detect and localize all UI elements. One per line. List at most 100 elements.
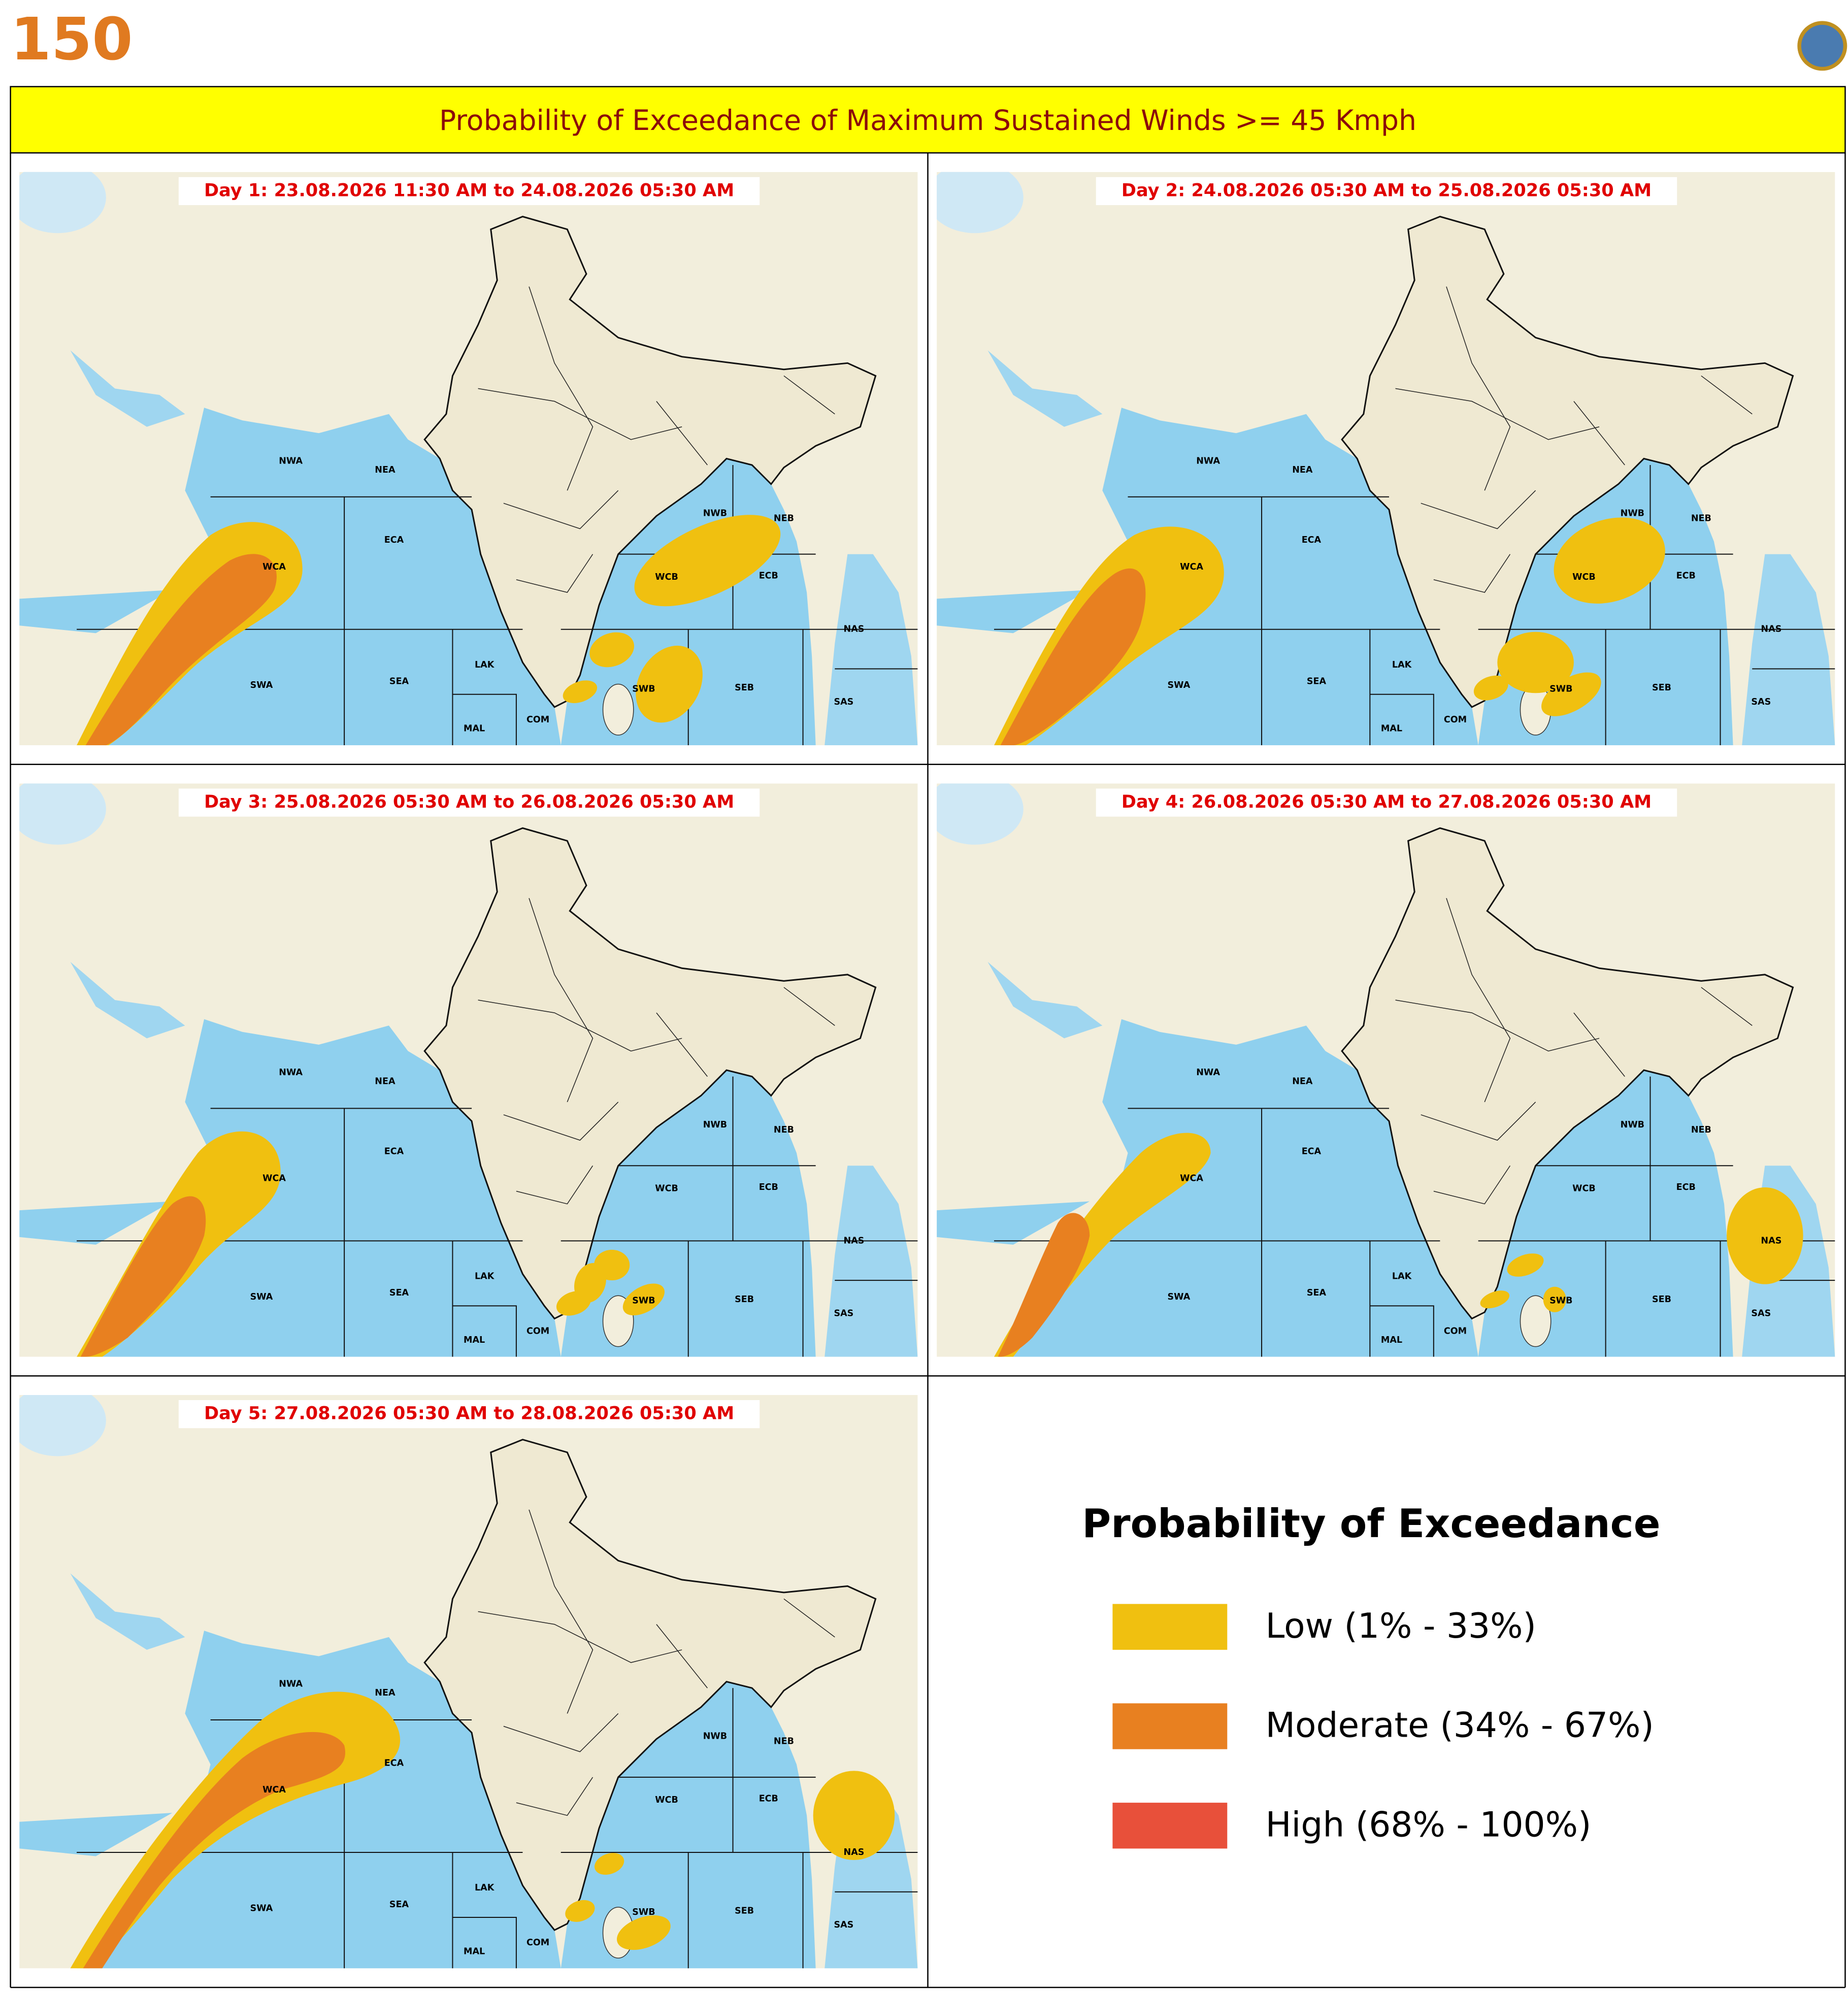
region-label: MAL: [1381, 723, 1402, 734]
region-label: MAL: [1381, 1335, 1402, 1345]
region-label: WCB: [1572, 572, 1596, 582]
region-label: NEA: [1292, 1077, 1313, 1087]
legend-label: High (68% - 100%): [1266, 1804, 1592, 1844]
region-label: NWB: [1621, 508, 1644, 518]
region-label: NEB: [774, 1737, 794, 1747]
probability-area: [998, 1213, 1090, 1357]
region-label: NAS: [844, 1236, 865, 1246]
region-label: SWB: [632, 1907, 655, 1917]
legend-swatch: [1112, 1703, 1228, 1749]
panel-title-bg: [178, 788, 760, 817]
probability-area: [595, 1853, 624, 1875]
region-label: SEB: [1652, 1294, 1671, 1305]
region-label: SEA: [1307, 677, 1327, 687]
probability-area: [565, 1900, 595, 1922]
region-label: SAS: [1751, 697, 1771, 707]
region-label: SEB: [735, 1294, 754, 1305]
region-label: ECB: [759, 1182, 778, 1192]
region-label: SAS: [834, 697, 853, 707]
panel-title: Day 2: 24.08.2026 05:30 AM to 25.08.2026…: [1121, 180, 1652, 201]
region-label: ECB: [759, 1794, 778, 1804]
region-label: LAK: [475, 660, 495, 670]
region-label: NEB: [774, 513, 794, 523]
region-label: MAL: [464, 1947, 485, 1957]
region-label: SWB: [1549, 1296, 1572, 1306]
map-panel: NWA NEA ECA WCA SWA SEA LAK MAL COM NWB NEB WCB ECB S…: [937, 783, 1835, 1357]
probability-area: [1480, 1290, 1510, 1309]
logo: 150: [11, 6, 133, 74]
region-label: ECB: [1676, 1182, 1696, 1192]
region-label: SWB: [632, 1296, 655, 1306]
region-label: NWB: [703, 1732, 727, 1742]
page-title: Probability of Exceedance of Maximum Sus…: [439, 105, 1416, 137]
panel-title-bg: [1096, 177, 1677, 206]
region-label: SEB: [735, 1906, 754, 1916]
region-label: COM: [526, 1938, 549, 1948]
region-label: ECA: [1302, 1147, 1322, 1157]
region-label: ECA: [1302, 535, 1322, 545]
probability-area: [1727, 1187, 1803, 1284]
region-label: SEB: [735, 683, 754, 693]
probability-area: [1000, 568, 1146, 746]
probability-area: [813, 1771, 895, 1861]
grid-frame: [10, 153, 1846, 1988]
region-label: NWA: [1196, 456, 1220, 466]
region-label: SAS: [1751, 1308, 1771, 1318]
region-label: WCB: [1572, 1183, 1596, 1193]
probability-area: [1497, 632, 1574, 693]
region-label: MAL: [464, 723, 485, 734]
region-label: SWA: [1168, 680, 1191, 690]
probability-area: [563, 680, 598, 704]
panel-title: Day 5: 27.08.2026 05:30 AM to 28.08.2026…: [204, 1403, 734, 1424]
region-label: NEA: [375, 1688, 395, 1698]
region-label: SAS: [834, 1920, 853, 1930]
probability-area: [1541, 672, 1601, 716]
region-label: LAK: [1392, 1272, 1412, 1282]
region-label: WCB: [655, 572, 678, 582]
probability-area: [1507, 1253, 1544, 1277]
panels: NWA NEA ECA WCA SWA SEA LAK MAL COM NWB NEB WCB ECB S…: [19, 172, 1835, 1969]
region-label: ECB: [759, 571, 778, 581]
panel-title-bg: [1096, 788, 1677, 817]
region-label: NEB: [1691, 513, 1711, 523]
region-label: WCB: [655, 1795, 678, 1805]
map: NWA NEA ECA WCA SWA SEA LAK MAL COM NWB NEB WCB ECB S…: [19, 172, 918, 746]
probability-area: [622, 1283, 665, 1316]
region-label: WCA: [262, 562, 286, 572]
map: NWA NEA ECA WCA SWA SEA LAK MAL COM NWB NEB WCB ECB S…: [19, 1395, 918, 1969]
region-label: NEA: [375, 465, 395, 475]
region-label: ECB: [1676, 571, 1696, 581]
probability-area: [85, 554, 277, 746]
region-label: ECA: [384, 1147, 404, 1157]
region-label: SEA: [389, 1288, 409, 1298]
panel-title-bg: [178, 1400, 760, 1429]
region-label: COM: [526, 715, 549, 725]
map-panel: NWA NEA ECA WCA SWA SEA LAK MAL COM NWB NEB WCB ECB S…: [19, 172, 918, 746]
probability-area: [80, 1196, 206, 1357]
probability-area: [589, 632, 635, 668]
probability-area: [636, 645, 703, 723]
region-label: NEA: [1292, 465, 1313, 475]
region-label: SEA: [1307, 1288, 1327, 1298]
region-label: COM: [1444, 1326, 1467, 1337]
map-panel: NWA NEA ECA WCA SWA SEA LAK MAL COM NWB NEB WCB ECB S…: [937, 172, 1835, 746]
region-label: NWB: [1621, 1120, 1644, 1130]
region-label: NAS: [844, 1847, 865, 1857]
region-label: SWB: [1549, 684, 1572, 694]
region-label: SWA: [250, 1292, 273, 1302]
legend-swatch: [1112, 1604, 1228, 1650]
region-label: SWA: [250, 1903, 273, 1913]
region-label: COM: [1444, 715, 1467, 725]
region-label: WCA: [262, 1785, 286, 1795]
probability-area: [83, 1732, 346, 1969]
region-label: ECA: [384, 1758, 404, 1768]
region-label: SEA: [389, 1900, 409, 1910]
region-label: WCB: [655, 1183, 678, 1193]
probability-area: [1543, 1286, 1566, 1312]
legend-swatch: [1112, 1803, 1228, 1849]
region-label: SEA: [389, 677, 409, 687]
legend-label: Low (1% - 33%): [1266, 1606, 1536, 1646]
region-label: NEB: [774, 1125, 794, 1135]
